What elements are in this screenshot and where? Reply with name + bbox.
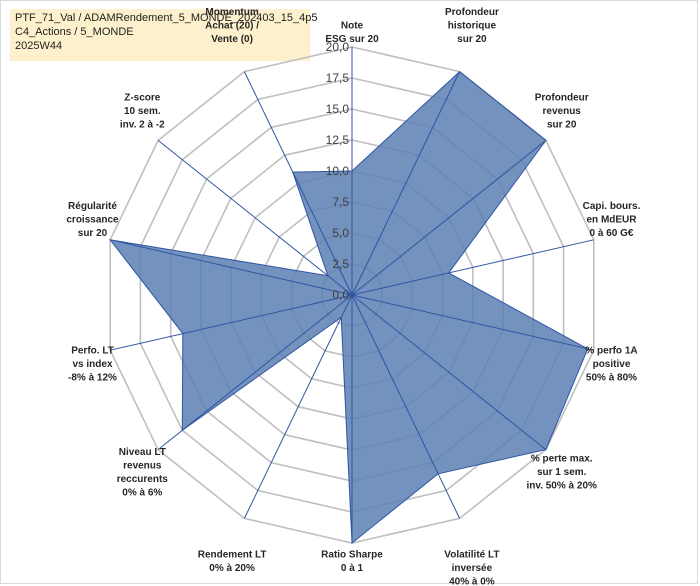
axis-label-11-line-2: sur 20 [78,228,108,239]
axis-label-12: Z-score 10 sem. inv. 2 à -2 [120,93,165,131]
axis-spoke-4 [351,294,594,351]
axis-label-2-line-2: sur 20 [547,120,577,131]
axis-label-4-line-1: positive [593,359,631,370]
axis-label-7-line-0: Ratio Sharpe [321,550,383,561]
axis-label-12-line-2: inv. 2 à -2 [120,120,165,131]
axis-label-1-line-1: historique [448,21,497,32]
axis-label-2-line-1: revenus [543,106,582,117]
axis-spoke-6 [351,294,461,519]
axis-label-13-line-2: Vente (0) [211,34,253,45]
axis-spoke-5 [351,294,547,450]
axis-spoke-9 [157,294,353,450]
axis-label-10-line-1: vs index [72,359,112,370]
axis-label-9-line-0: Niveau LT [119,447,166,458]
axis-label-5-line-0: % perte max. [531,454,593,465]
axis-label-6-line-0: Volatilité LT [444,550,499,561]
axis-label-5-line-2: inv. 50% à 20% [526,481,597,492]
axis-label-13-line-1: Achat (20) / [205,21,259,32]
axis-spoke-1 [351,71,461,296]
axis-spoke-11 [110,239,353,296]
axis-label-9-line-3: 0% à 6% [122,487,162,498]
tick-label-2: 5,0 [332,226,349,240]
tick-label-3: 7,5 [332,195,349,209]
axis-label-11: Régularité croissance sur 20 [66,201,119,239]
axis-label-9-line-2: reccurents [117,474,169,485]
axis-label-3: Capi. bours. en MdEUR 0 à 60 G€ [583,201,641,239]
axis-label-3-line-0: Capi. bours. [583,201,641,212]
axis-label-9: Niveau LT revenus reccurents 0% à 6% [117,447,169,499]
axis-label-0-line-0: Note [341,21,364,32]
axis-spoke-2 [351,140,547,296]
axis-label-2-line-0: Profondeur [535,93,589,104]
axis-label-12-line-0: Z-score [124,93,161,104]
axis-label-6: Volatilité LT inversée 40% à 0% [444,550,499,586]
tick-label-4: 10,0 [326,164,350,178]
axis-label-7-line-1: 0 à 1 [341,563,364,574]
axis-label-4-line-2: 50% à 80% [586,372,637,383]
axis-label-5-line-1: sur 1 sem. [537,467,587,478]
chart-title-line-1: PTF_71_Val / ADAMRendement_5_MONDE_20240… [15,12,318,24]
axis-label-9-line-1: revenus [123,460,162,471]
axis-label-5: % perte max. sur 1 sem. inv. 50% à 20% [526,454,597,492]
axis-spoke-3 [351,239,594,296]
tick-label-0: 0,0 [332,288,349,302]
axis-label-0-line-1: ESG sur 20 [325,34,379,45]
axis-label-6-line-1: inversée [452,563,493,574]
axis-label-3-line-2: 0 à 60 G€ [590,228,634,239]
axis-label-0: Note ESG sur 20 [325,21,379,46]
axis-label-13: Momentum Achat (20) / Vente (0) [205,7,259,45]
axis-label-4-line-0: % perfo 1A [585,345,637,356]
axis-label-1-line-2: sur 20 [457,34,487,45]
axis-label-8: Rendement LT 0% à 20% [198,550,267,575]
axis-spoke-12 [157,140,353,296]
tick-label-1: 2,5 [332,257,349,271]
axis-label-11-line-1: croissance [66,214,119,225]
axis-label-8-line-0: Rendement LT [198,550,267,561]
axis-label-4: % perfo 1A positive 50% à 80% [585,345,637,383]
axis-label-12-line-1: 10 sem. [124,106,161,117]
tick-label-7: 17,5 [326,71,350,85]
axis-spoke-8 [243,294,353,519]
axis-layer [110,47,594,543]
axis-spoke-10 [110,294,353,351]
axis-label-3-line-1: en MdEUR [587,214,638,225]
axis-label-10-line-2: -8% à 12% [68,372,117,383]
axis-label-6-line-2: 40% à 0% [449,577,495,586]
axis-label-8-line-1: 0% à 20% [209,563,255,574]
axis-label-1: Profondeur historique sur 20 [445,7,499,45]
axis-label-13-line-0: Momentum [205,7,258,18]
axis-label-10: Perfo. LT vs index -8% à 12% [68,345,117,383]
axis-label-2: Profondeur revenus sur 20 [535,93,589,131]
chart-title-line-3: 2025W44 [15,40,63,52]
axis-label-7: Ratio Sharpe 0 à 1 [321,550,383,575]
chart-title-line-2: C4_Actions / 5_MONDE [15,26,134,38]
axis-spoke-13 [243,71,353,296]
tick-label-8: 20,0 [326,40,350,54]
tick-label-5: 12,5 [326,133,350,147]
tick-layer: 0,0 2,5 5,0 7,5 10,0 12,5 15,0 17,5 20,0 [326,40,350,302]
axis-label-1-line-0: Profondeur [445,7,499,18]
tick-label-6: 15,0 [326,102,350,116]
chart-title-box: PTF_71_Val / ADAMRendement_5_MONDE_20240… [10,9,318,61]
label-layer: Note ESG sur 20 Profondeur historique sur 20… [66,7,640,586]
axis-label-11-line-0: Régularité [68,201,117,212]
axis-label-10-line-0: Perfo. LT [71,345,114,356]
